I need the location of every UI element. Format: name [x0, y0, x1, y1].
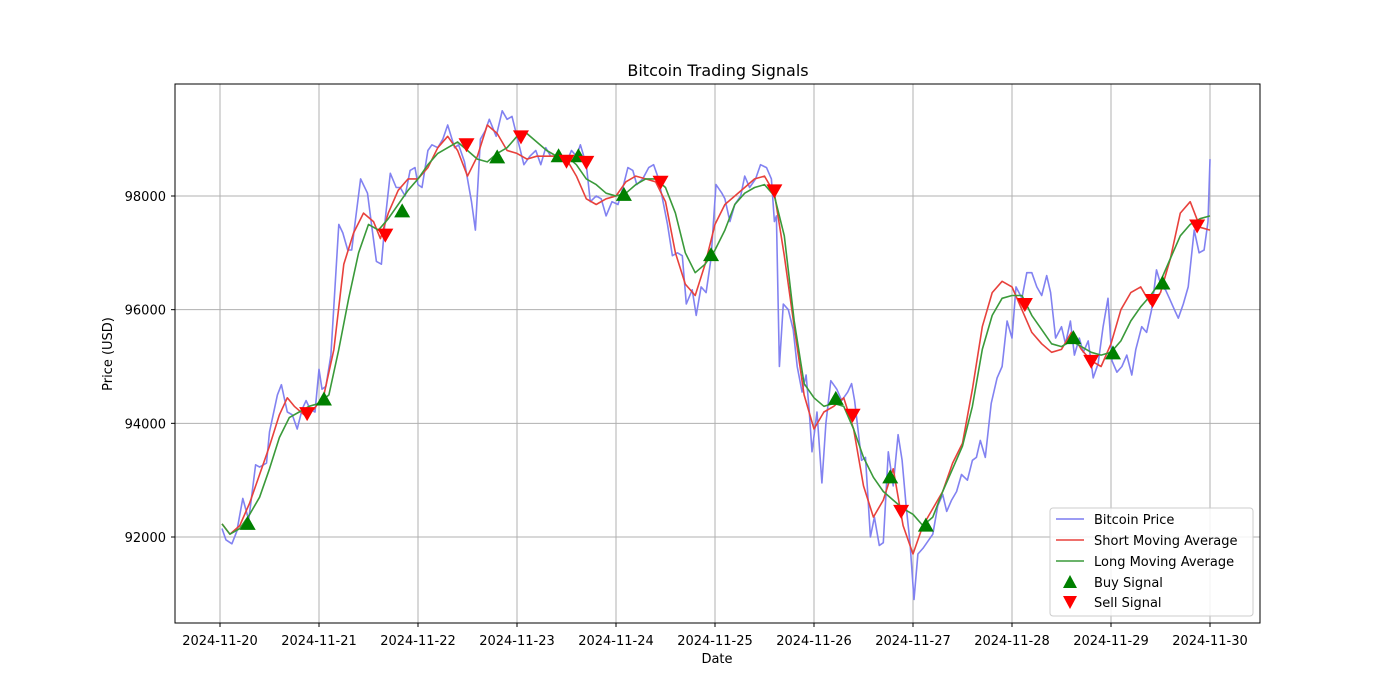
x-tick-label: 2024-11-25 — [677, 634, 753, 649]
legend-long-ma-label: Long Moving Average — [1094, 555, 1234, 570]
buy-signal-marker — [703, 247, 720, 262]
legend-short-ma-label: Short Moving Average — [1094, 534, 1238, 549]
series-layer — [221, 110, 1211, 601]
legend-buy-triangle-icon — [1063, 575, 1077, 588]
sell-signal-marker — [578, 155, 595, 170]
sell-signal-marker — [1144, 294, 1161, 309]
signal-markers — [239, 130, 1206, 532]
x-axis: 2024-11-20 2024-11-21 2024-11-22 2024-11-23… — [182, 623, 1248, 649]
x-axis-label: Date — [701, 652, 732, 667]
buy-signal-marker — [1154, 275, 1171, 290]
x-tick-label: 2024-11-24 — [578, 634, 654, 649]
sell-signal-marker — [1016, 297, 1033, 312]
x-tick-label: 2024-11-22 — [380, 634, 456, 649]
y-tick-label: 96000 — [125, 304, 166, 319]
buy-signal-marker — [394, 203, 411, 218]
chart-title: Bitcoin Trading Signals — [627, 61, 808, 80]
buy-signal-marker — [827, 390, 844, 405]
sell-signal-marker — [377, 228, 394, 243]
buy-signal-marker — [615, 186, 632, 201]
buy-signal-marker — [315, 391, 332, 406]
short-moving-average-line — [221, 124, 1211, 555]
sell-signal-marker — [844, 408, 861, 423]
plot-area-frame — [174, 83, 1261, 624]
sell-signal-marker — [558, 154, 575, 169]
x-tick-label: 2024-11-23 — [479, 634, 555, 649]
buy-signal-marker — [489, 149, 506, 164]
x-tick-label: 2024-11-27 — [875, 634, 951, 649]
y-tick-label: 94000 — [125, 417, 166, 432]
x-tick-label: 2024-11-21 — [281, 634, 357, 649]
x-tick-label: 2024-11-20 — [182, 634, 258, 649]
legend-price-label: Bitcoin Price — [1094, 513, 1174, 528]
legend-buy-label: Buy Signal — [1094, 576, 1163, 591]
sell-signal-marker — [766, 184, 783, 199]
x-tick-label: 2024-11-26 — [776, 634, 852, 649]
x-tick-label: 2024-11-28 — [974, 634, 1050, 649]
buy-signal-marker — [917, 517, 934, 532]
long-moving-average-line — [221, 132, 1211, 536]
legend-sell-label: Sell Signal — [1094, 596, 1162, 611]
sell-signal-marker — [1083, 354, 1100, 369]
legend: Bitcoin Price Short Moving Average Long … — [1049, 507, 1254, 617]
sell-signal-marker — [893, 504, 910, 519]
sell-signal-marker — [652, 175, 669, 190]
y-axis-label: Price (USD) — [101, 317, 116, 391]
sell-signal-marker — [299, 407, 316, 422]
buy-signal-marker — [1065, 330, 1082, 345]
y-tick-label: 98000 — [125, 190, 166, 205]
legend-sell-triangle-icon — [1063, 596, 1077, 609]
x-tick-label: 2024-11-29 — [1073, 634, 1149, 649]
sell-signal-marker — [458, 138, 475, 153]
buy-signal-marker — [1104, 345, 1121, 360]
buy-signal-marker — [882, 469, 899, 484]
sell-signal-marker — [1189, 219, 1206, 234]
y-axis: 92000 94000 96000 98000 — [125, 190, 175, 546]
sell-signal-marker — [512, 130, 529, 145]
buy-signal-marker — [239, 515, 256, 530]
y-tick-label: 92000 — [125, 531, 166, 546]
legend-box — [1049, 507, 1254, 617]
x-tick-label: 2024-11-30 — [1172, 634, 1248, 649]
